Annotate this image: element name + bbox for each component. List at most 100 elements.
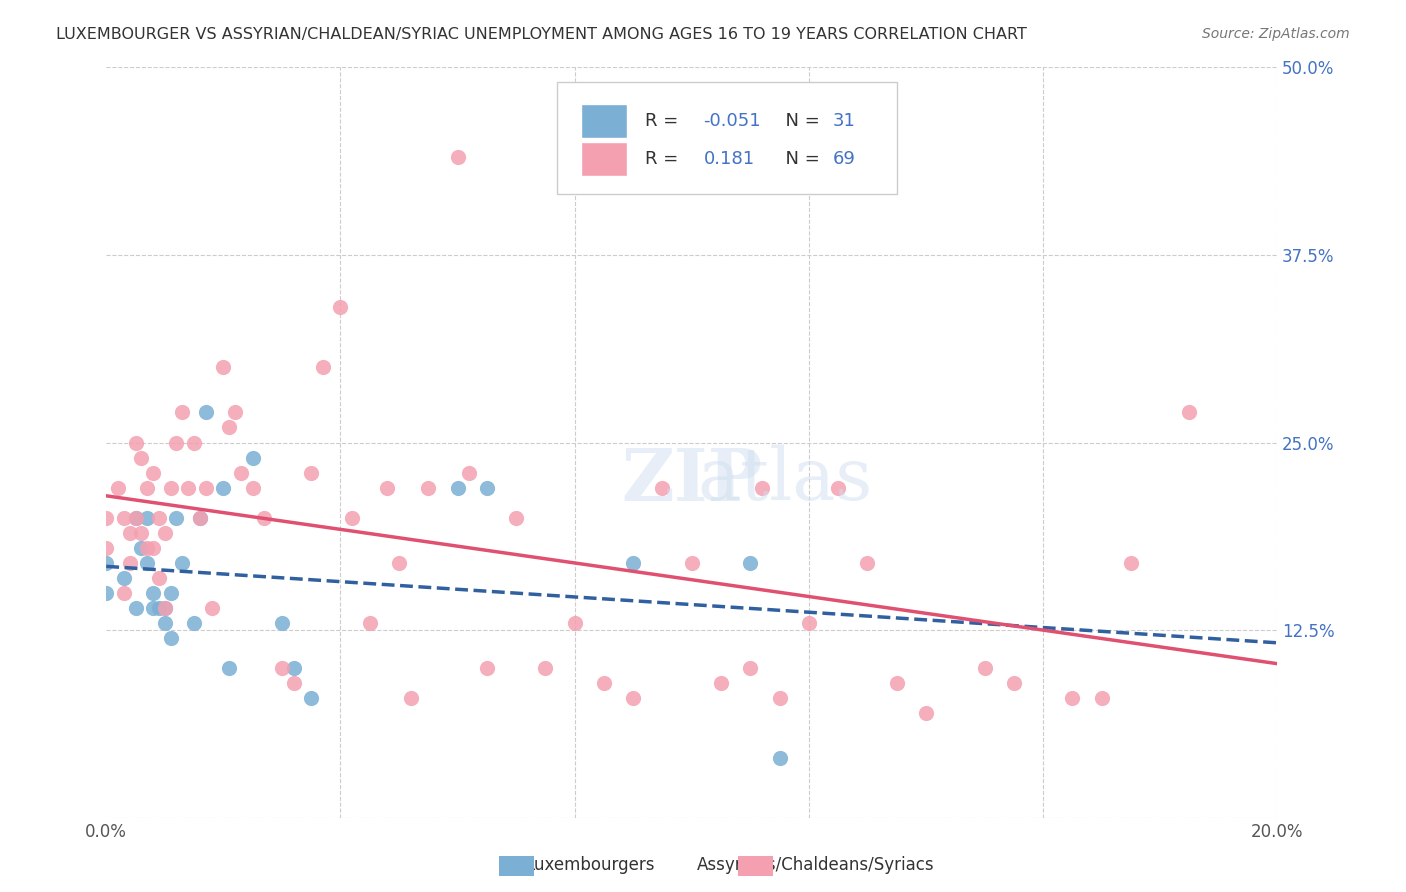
Point (159, 481, 181, 495)
Text: atlas: atlas (697, 445, 873, 516)
Point (172, 405, 194, 419)
Point (124, 601, 146, 615)
Point (118, 556, 141, 570)
Point (399, 691, 422, 706)
Point (159, 631, 181, 645)
Point (153, 615, 176, 630)
Point (621, 556, 644, 570)
Text: -0.051: -0.051 (703, 112, 761, 130)
Point (915, 706, 938, 721)
Point (1178, 405, 1201, 419)
Point (96, 541, 118, 555)
Text: N =: N = (773, 150, 825, 168)
Point (218, 661, 240, 675)
Point (388, 556, 411, 570)
Text: R =: R = (645, 112, 683, 130)
Point (148, 601, 170, 615)
Point (131, 525, 153, 540)
Point (564, 615, 586, 630)
Point (359, 615, 381, 630)
Point (283, 676, 305, 690)
Text: 0.181: 0.181 (703, 150, 755, 168)
Point (166, 510, 188, 524)
Point (136, 481, 159, 495)
Point (194, 405, 217, 419)
Point (329, 300, 352, 314)
Point (1062, 691, 1084, 706)
Point (201, 601, 224, 615)
Point (1002, 676, 1025, 690)
Point (212, 481, 235, 495)
Point (124, 435, 146, 450)
Point (340, 510, 363, 524)
Point (183, 435, 205, 450)
Point (153, 601, 176, 615)
Point (124, 510, 146, 524)
Text: N =: N = (773, 112, 825, 130)
Point (194, 481, 217, 495)
Point (651, 481, 673, 495)
Point (886, 676, 908, 690)
Point (142, 541, 165, 555)
Point (112, 586, 135, 600)
Point (621, 691, 644, 706)
Point (827, 481, 849, 495)
Point (153, 601, 176, 615)
Point (96, 556, 118, 570)
Point (446, 481, 468, 495)
Point (153, 525, 176, 540)
Text: 69: 69 (832, 150, 855, 168)
Point (253, 510, 276, 524)
Point (299, 466, 322, 480)
Text: LUXEMBOURGER VS ASSYRIAN/CHALDEAN/SYRIAC UNEMPLOYMENT AMONG AGES 16 TO 19 YEARS : LUXEMBOURGER VS ASSYRIAN/CHALDEAN/SYRIAC… (56, 27, 1028, 42)
Point (270, 661, 292, 675)
FancyBboxPatch shape (581, 142, 627, 176)
Point (136, 510, 159, 524)
Point (740, 556, 762, 570)
Point (148, 510, 170, 524)
Point (593, 676, 616, 690)
Point (118, 525, 141, 540)
Point (136, 541, 159, 555)
Point (159, 586, 181, 600)
Point (740, 661, 762, 675)
Point (188, 510, 211, 524)
Point (96, 586, 118, 600)
Point (142, 601, 165, 615)
Point (681, 556, 703, 570)
Point (124, 510, 146, 524)
Text: Source: ZipAtlas.com: Source: ZipAtlas.com (1202, 27, 1350, 41)
FancyBboxPatch shape (581, 104, 627, 138)
Point (224, 405, 246, 419)
Point (212, 360, 235, 375)
Point (131, 541, 153, 555)
Point (96, 510, 118, 524)
Point (475, 481, 498, 495)
Point (283, 661, 305, 675)
Point (375, 481, 398, 495)
Point (475, 661, 498, 675)
Point (534, 661, 557, 675)
Point (242, 481, 264, 495)
Point (188, 510, 211, 524)
Point (458, 466, 481, 480)
Point (312, 360, 335, 375)
Point (1091, 691, 1114, 706)
Point (142, 586, 165, 600)
Point (270, 615, 292, 630)
Point (797, 615, 820, 630)
Point (107, 481, 129, 495)
FancyBboxPatch shape (557, 82, 897, 194)
Point (142, 466, 165, 480)
Point (973, 661, 995, 675)
Point (112, 571, 135, 585)
Point (218, 420, 240, 434)
Point (446, 150, 468, 164)
Point (1119, 556, 1142, 570)
Point (183, 615, 205, 630)
Point (131, 450, 153, 465)
Point (299, 691, 322, 706)
Point (177, 481, 200, 495)
Point (768, 751, 790, 765)
Text: Luxembourgers: Luxembourgers (526, 856, 655, 874)
